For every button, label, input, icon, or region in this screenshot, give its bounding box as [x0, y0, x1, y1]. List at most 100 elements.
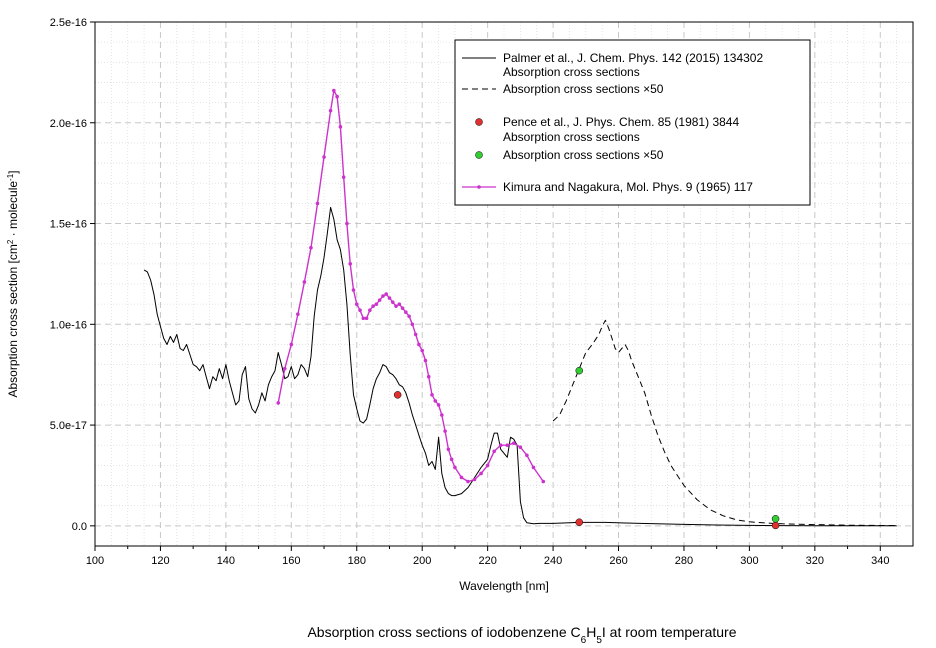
- x-tick-label: 180: [348, 555, 366, 567]
- series-layer: [143, 88, 897, 530]
- kimura-data-point: [423, 358, 428, 363]
- kimura-data-point: [332, 88, 336, 93]
- kimura-data-point: [377, 298, 382, 302]
- series-line-1: [552, 319, 897, 527]
- legend-kimura-marker: [477, 185, 481, 189]
- kimura-data-point: [531, 465, 536, 470]
- legend-pence-label: Pence et al., J. Phys. Chem. 85 (1981) 3…: [503, 115, 739, 129]
- legend: Palmer et al., J. Chem. Phys. 142 (2015)…: [454, 39, 811, 206]
- legend-palmer-x50-label: Absorption cross sections ×50: [503, 82, 664, 96]
- kimura-data-point: [492, 449, 496, 454]
- x-tick-label: 160: [282, 555, 300, 567]
- kimura-data-point: [413, 332, 418, 337]
- kimura-data-point: [328, 108, 333, 113]
- kimura-data-point: [381, 294, 385, 298]
- kimura-data-point: [368, 308, 372, 313]
- x-tick-label: 260: [609, 555, 627, 567]
- kimura-data-point: [387, 296, 392, 300]
- legend-palmer-sublabel: Absorption cross sections: [503, 65, 640, 79]
- pence-x50-data-point: [771, 515, 780, 523]
- x-tick-label: 240: [544, 555, 562, 567]
- x-tick-label: 100: [86, 555, 104, 567]
- x-axis-label: Wavelength [nm]: [459, 579, 549, 593]
- kimura-data-point: [400, 306, 405, 310]
- kimura-data-point: [361, 316, 366, 321]
- pence-x50-data-point: [575, 366, 584, 375]
- kimura-data-point: [397, 302, 402, 306]
- kimura-data-point: [436, 403, 441, 407]
- kimura-data-point: [430, 393, 434, 397]
- kimura-data-point: [472, 477, 477, 482]
- kimura-data-point: [426, 374, 431, 379]
- y-tick-label: 2.0e-16: [50, 118, 87, 130]
- y-tick-label: 0.0: [72, 521, 87, 533]
- pence-data-point: [771, 521, 780, 530]
- kimura-data-point: [433, 399, 438, 403]
- axis-ticks: 100 120 140 160 180 200 220 240 260 280 300 320 340 0…: [50, 17, 890, 567]
- kimura-data-point: [302, 280, 307, 284]
- kimura-data-point: [512, 441, 516, 446]
- kimura-data-point: [341, 175, 346, 179]
- legend-pence-x50-marker: [475, 151, 483, 159]
- kimura-data-point: [541, 479, 546, 484]
- kimura-data-point: [525, 453, 529, 458]
- kimura-data-point: [364, 316, 369, 321]
- kimura-data-point: [407, 314, 411, 319]
- y-axis-label: Absorption cross section [cm2 · molecule…: [6, 170, 21, 397]
- kimura-data-point: [296, 312, 300, 317]
- series-line-0: [143, 206, 897, 527]
- kimura-data-point: [371, 304, 375, 308]
- kimura-data-point: [394, 304, 398, 308]
- kimura-data-point: [315, 201, 320, 206]
- kimura-data-point: [351, 288, 356, 292]
- kimura-data-point: [384, 292, 389, 296]
- x-tick-label: 280: [675, 555, 693, 567]
- kimura-data-point: [358, 308, 362, 313]
- kimura-data-point: [466, 479, 470, 484]
- y-tick-label: 5.0e-17: [50, 420, 87, 432]
- kimura-data-point: [479, 471, 483, 476]
- kimura-data-point: [404, 310, 408, 315]
- pence-data-point: [575, 518, 584, 526]
- legend-kimura-label: Kimura and Nagakura, Mol. Phys. 9 (1965)…: [503, 180, 753, 194]
- kimura-data-point: [449, 457, 454, 462]
- plot-frame: [94, 21, 914, 547]
- kimura-data-point: [518, 445, 523, 450]
- kimura-data-point: [345, 221, 349, 226]
- x-tick-label: 220: [478, 555, 496, 567]
- kimura-data-point: [459, 475, 464, 480]
- kimura-data-point: [498, 443, 503, 448]
- y-tick-label: 1.0e-16: [50, 319, 87, 331]
- legend-box: [454, 39, 811, 206]
- kimura-data-point: [338, 125, 343, 129]
- y-tick-label: 2.5e-16: [50, 17, 87, 29]
- kimura-data-point: [440, 413, 444, 417]
- x-tick-label: 140: [217, 555, 235, 567]
- kimura-data-point: [453, 465, 457, 470]
- kimura-data-point: [417, 342, 421, 347]
- kimura-data-point: [322, 155, 326, 159]
- kimura-data-point: [390, 300, 395, 304]
- kimura-data-point: [282, 366, 287, 371]
- x-tick-label: 200: [413, 555, 431, 567]
- y-tick-label: 1.5e-16: [50, 219, 87, 231]
- legend-pence-marker: [475, 118, 483, 126]
- chart-title: Absorption cross sections of iodobenzene…: [307, 624, 736, 646]
- pence-data-point: [393, 391, 402, 399]
- kimura-data-point: [276, 401, 281, 405]
- x-tick-label: 120: [151, 555, 169, 567]
- x-tick-label: 340: [871, 555, 889, 567]
- kimura-data-point: [374, 302, 379, 306]
- x-tick-label: 320: [806, 555, 824, 567]
- kimura-data-point: [485, 463, 490, 468]
- kimura-data-point: [505, 443, 510, 448]
- kimura-data-point: [348, 262, 353, 266]
- x-tick-label: 300: [740, 555, 758, 567]
- kimura-data-point: [443, 429, 447, 433]
- kimura-data-point: [420, 348, 425, 353]
- legend-pence-sublabel: Absorption cross sections: [503, 130, 640, 144]
- kimura-data-point: [309, 245, 313, 250]
- legend-palmer-label: Palmer et al., J. Chem. Phys. 142 (2015)…: [503, 51, 763, 65]
- kimura-data-point: [446, 447, 451, 452]
